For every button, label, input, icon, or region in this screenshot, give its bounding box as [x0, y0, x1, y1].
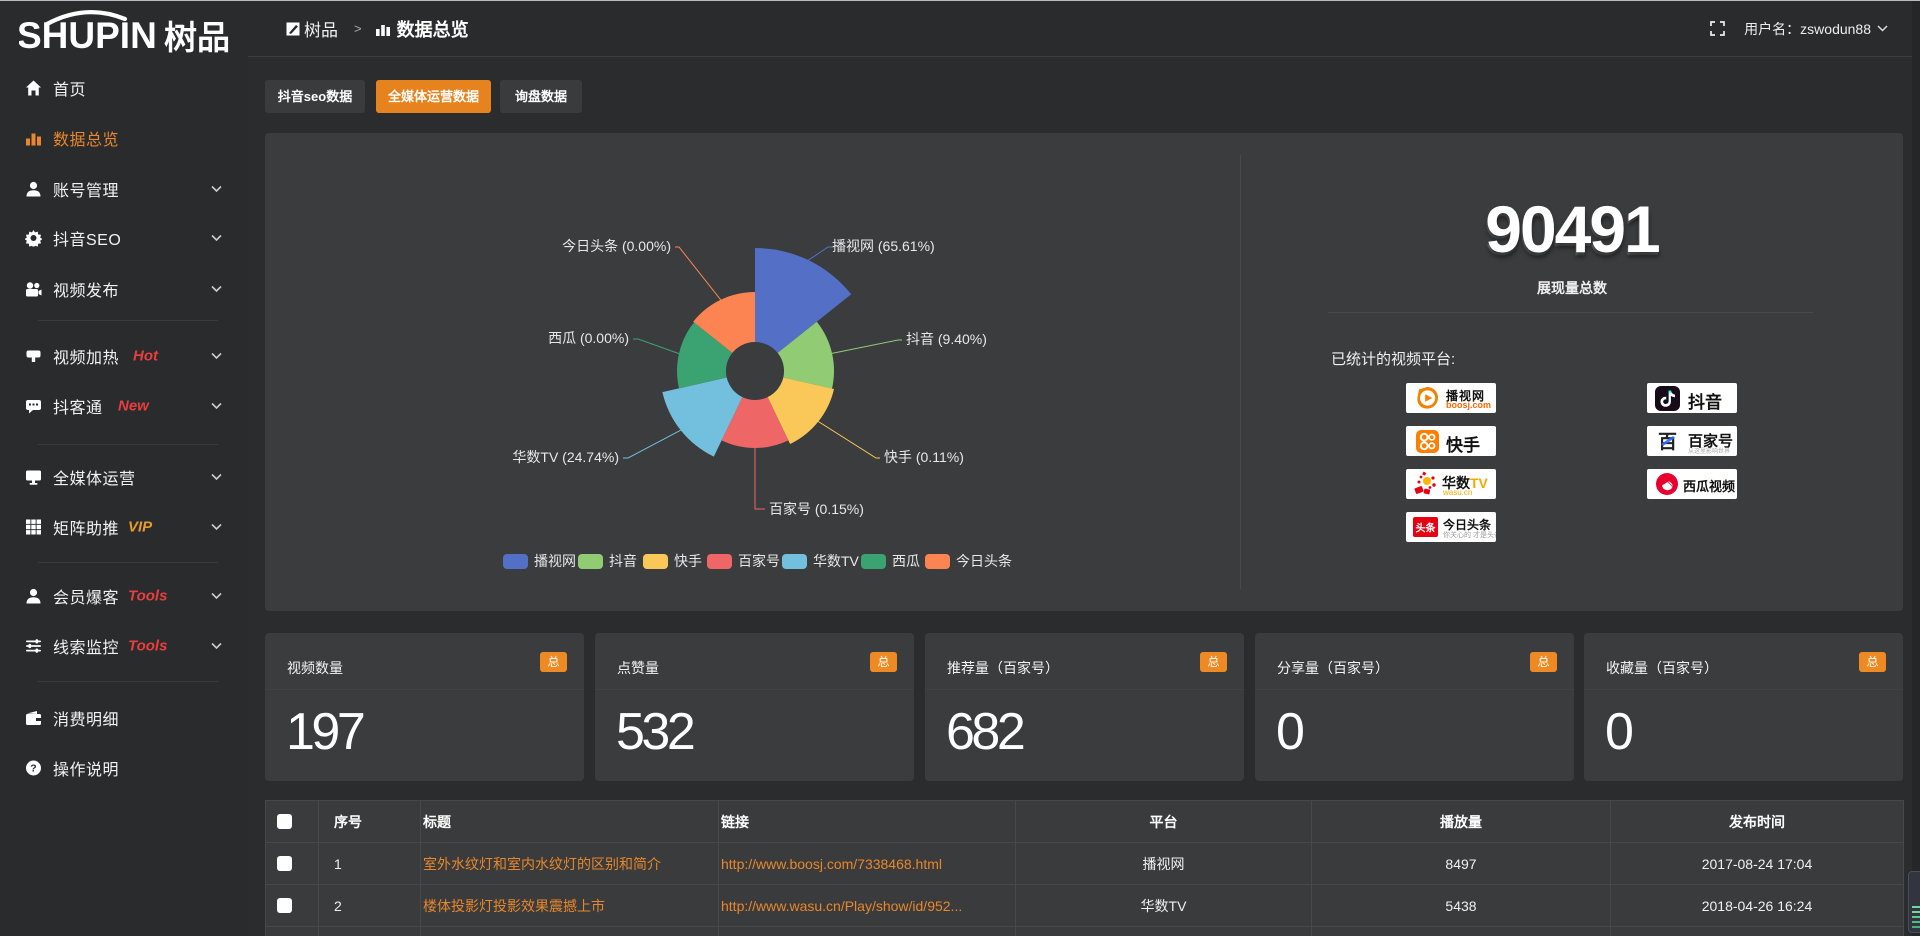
svg-text:快手 (0.11%): 快手 (0.11%)	[884, 449, 964, 465]
svg-text:头条: 头条	[1416, 522, 1437, 535]
svg-text:播视网 (65.61%): 播视网 (65.61%)	[832, 238, 935, 254]
svg-text:?: ?	[30, 763, 36, 775]
svg-text:树品: 树品	[164, 19, 230, 54]
svg-text:华数TV (24.74%): 华数TV (24.74%)	[512, 449, 619, 465]
svg-text:SHUPIN: SHUPIN	[19, 15, 157, 54]
svg-text:西瓜 (0.00%): 西瓜 (0.00%)	[548, 330, 629, 346]
svg-text:今日头条 (0.00%): 今日头条 (0.00%)	[562, 238, 671, 254]
svg-text:抖音 (9.40%): 抖音 (9.40%)	[906, 331, 987, 347]
svg-text:百家号 (0.15%): 百家号 (0.15%)	[769, 501, 864, 517]
